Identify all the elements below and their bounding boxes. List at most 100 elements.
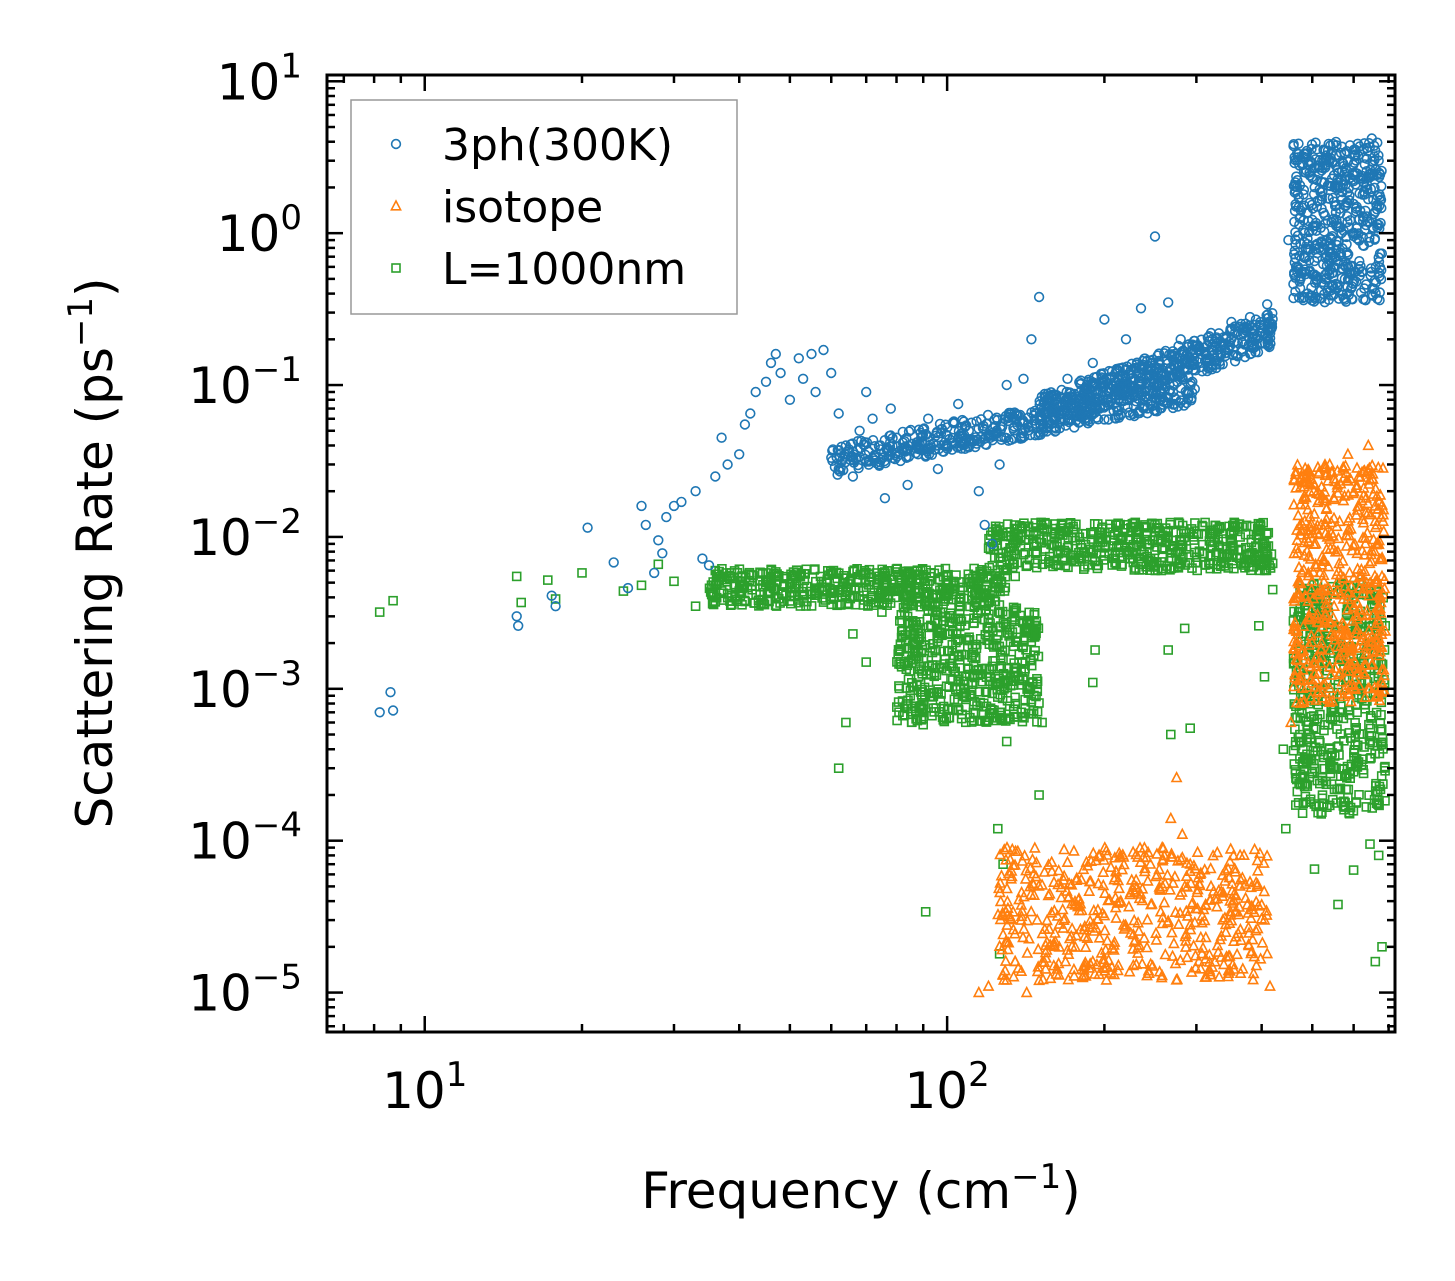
series-1-band-1-point (1288, 667, 1301, 680)
series-1-band-0-point (1024, 861, 1037, 874)
series-0-band-0-point (832, 469, 843, 480)
series-1-band-1-point (1378, 684, 1391, 696)
series-2-band-3-point (1329, 702, 1340, 713)
series-2-point-70 (1339, 804, 1349, 815)
series-2-band-2-point (1091, 560, 1102, 571)
series-2-band-1-point (924, 661, 935, 671)
series-1-band-1-point (1331, 584, 1344, 597)
series-2-band-1-point (894, 659, 904, 669)
series-1-band-1-point (1348, 672, 1361, 684)
series-2-point-23 (891, 592, 902, 603)
series-1-band-0-point (1003, 910, 1016, 922)
series-2-band-1-point (898, 602, 909, 613)
series-1-band-1-point (1322, 560, 1335, 572)
series-1-band-1-point (1317, 552, 1330, 565)
series-2-band-1-point (941, 681, 952, 692)
series-1-band-0-point (1226, 958, 1239, 970)
series-1-band-1-point (1356, 607, 1369, 620)
series-1-band-0-point (1222, 969, 1235, 982)
series-1-point-26 (1264, 979, 1276, 991)
series-1-point-30 (1308, 478, 1321, 490)
series-2-band-0-point (737, 599, 747, 610)
series-2-band-2-point (1205, 559, 1216, 570)
series-0-band-0-point (956, 443, 967, 454)
series-1-band-0-point (1244, 875, 1256, 887)
series-1-band-1-point (1298, 535, 1311, 548)
series-1-band-0-point (1007, 970, 1020, 982)
series-1-band-0-point (1219, 925, 1232, 938)
series-1-band-0-point (1241, 898, 1254, 910)
series-1-point-6 (1047, 959, 1060, 971)
series-2-band-2-point (1146, 559, 1156, 570)
series-2-band-1-point (1019, 635, 1029, 646)
series-1-band-0-point (1248, 842, 1261, 855)
series-1-band-1-point (1340, 539, 1353, 551)
series-1-point-2 (997, 968, 1010, 980)
series-2-band-3-point (1333, 741, 1344, 751)
series-1-band-0-point (1257, 856, 1270, 868)
series-1-band-0-point (1098, 853, 1110, 865)
series-2-band-2-point (1029, 529, 1039, 540)
series-1-band-0-point (1111, 896, 1124, 908)
series-0-band-0-point (882, 446, 893, 457)
series-1-band-1-point (1305, 583, 1318, 595)
series-1-band-0-point (1113, 881, 1126, 894)
series-1-band-0-point (1005, 869, 1018, 882)
series-1-band-1-point (1328, 492, 1341, 505)
series-2-point-20 (848, 629, 858, 639)
series-1-band-1-point (1300, 680, 1313, 692)
series-1-band-0-point (1026, 852, 1039, 865)
series-2-band-1-point (944, 610, 955, 621)
series-1-band-1-point (1310, 680, 1322, 692)
series-2-band-0-point (914, 585, 925, 596)
series-1-band-0-point (1041, 913, 1053, 926)
series-1-band-0-point (1028, 841, 1041, 853)
series-2-band-0-point (943, 569, 953, 580)
series-2-band-2-point (1142, 540, 1153, 550)
series-2-point-2 (511, 571, 522, 582)
series-2-point-14 (761, 568, 771, 578)
series-1-band-0-point (1075, 872, 1088, 885)
series-1-band-0-point (1061, 855, 1074, 868)
series-1-band-0-point (1247, 973, 1260, 985)
series-2-band-1-point (996, 707, 1007, 718)
series-1-band-1-point (1345, 694, 1357, 707)
series-1-point-19 (1194, 867, 1207, 880)
series-2-point-39 (1037, 717, 1047, 728)
series-2-band-0-point (902, 591, 913, 602)
series-1-band-1-point (1323, 643, 1336, 655)
series-2-band-2-point (1013, 533, 1024, 543)
series-2-band-1-point (914, 634, 924, 645)
series-1-band-0-point (1223, 949, 1236, 961)
series-1-band-1-point (1320, 501, 1333, 513)
series-1-band-0-point (1079, 969, 1092, 981)
series-1-band-1-point (1365, 547, 1378, 560)
series-2-band-1-point (999, 678, 1010, 689)
series-1-band-0-point (1068, 969, 1081, 981)
series-2-band-1-point (992, 692, 1003, 702)
series-1-band-1-point (1374, 645, 1387, 657)
series-2-band-1-point (990, 655, 1000, 666)
series-2-band-2-point (1255, 565, 1265, 576)
series-1-band-0-point (1184, 923, 1197, 935)
series-1-band-0-point (1048, 875, 1060, 888)
series-0-band-0-point (827, 455, 838, 466)
series-1-band-1-point (1371, 572, 1384, 585)
series-1-band-0-point (1128, 913, 1141, 926)
series-2-band-1-point (1010, 692, 1020, 703)
series-1-band-0-point (1122, 900, 1135, 912)
series-1-band-0-point (1231, 947, 1244, 960)
series-1-band-1-point (1359, 536, 1372, 549)
series-1-band-0-point (1110, 911, 1123, 923)
series-2-band-1-point (985, 703, 996, 714)
series-2-band-1-point (965, 601, 975, 612)
series-2-band-2-point (1069, 556, 1079, 567)
series-2-point-65 (1305, 797, 1315, 807)
series-2-point-41 (1062, 542, 1073, 553)
series-1-band-0-point (1203, 948, 1216, 960)
series-1-band-0-point (1165, 926, 1178, 938)
series-2-band-3-point (1365, 723, 1376, 734)
series-1-band-1-point (1345, 580, 1358, 592)
series-2-band-0-point (712, 578, 722, 589)
series-2-band-1-point (1005, 714, 1015, 725)
